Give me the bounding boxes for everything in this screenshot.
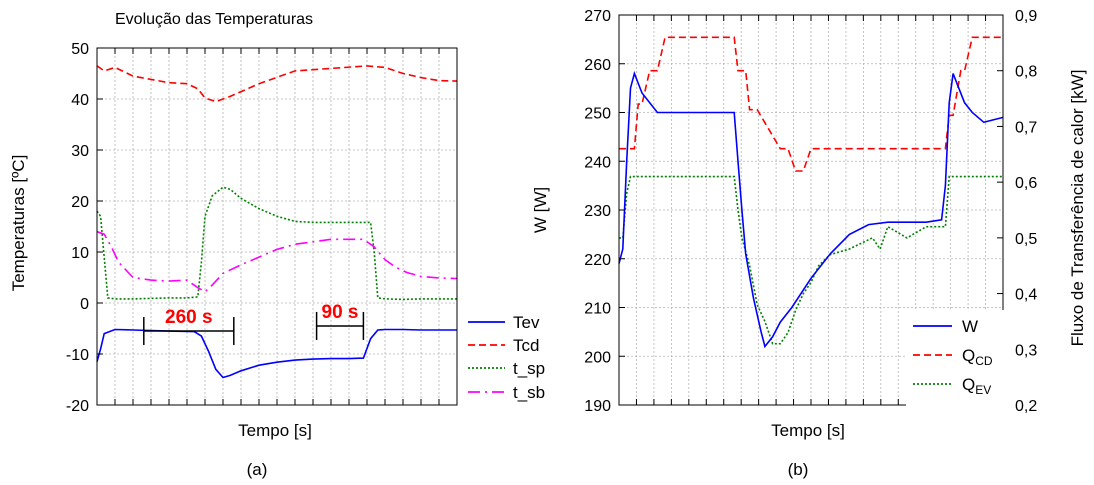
- y-right-tick-label: 0,9: [1015, 8, 1037, 25]
- chart-b-x-axis-label: Tempo [s]: [771, 421, 845, 440]
- y-left-tick-label: 250: [584, 106, 611, 123]
- chart-a-legend: Tev Tcd t_sp t_sb: [468, 313, 545, 402]
- chart-a-grid: [97, 48, 457, 405]
- y-left-tick-label: 240: [584, 154, 611, 171]
- chart-b-legend: W QCD QEV: [906, 310, 1004, 406]
- legend-qcd-label: QCD: [962, 346, 993, 368]
- chart-a-panel-label: (a): [247, 460, 268, 479]
- y-right-tick-label: 0,4: [1015, 287, 1037, 304]
- chart-a-x-axis-label: Tempo [s]: [238, 421, 312, 440]
- y-tick-label: 40: [71, 92, 89, 109]
- y-left-tick-label: 210: [584, 301, 611, 318]
- y-left-tick-label: 230: [584, 203, 611, 220]
- legend-qcd-sub: CD: [975, 354, 993, 368]
- y-left-tick-label: 260: [584, 57, 611, 74]
- chart-b: 190 200 210 220 230 240 250 260 270 0,2 0,3 0,4 0,5 0…: [531, 8, 1087, 479]
- y-left-tick-label: 220: [584, 252, 611, 269]
- series-line-q-cd: [619, 36, 1003, 172]
- legend-tsp-label: t_sp: [513, 359, 545, 378]
- annotation-260s-label: 260 s: [165, 307, 213, 328]
- chart-a-title: Evolução das Temperaturas: [115, 11, 313, 28]
- chart-a-axis-ticks: -20 -10 0 10 20 30 40 50: [66, 41, 458, 415]
- series-line-tsb: [96, 230, 458, 293]
- legend-qev-sub: EV: [975, 383, 991, 397]
- y-left-tick-label: 200: [584, 349, 611, 366]
- y-tick-label: 30: [71, 143, 89, 160]
- y-tick-label: -20: [66, 398, 89, 415]
- chart-b-grid: [619, 15, 1003, 405]
- chart-b-left-y-axis-label: W [W]: [531, 187, 550, 233]
- annotation-90s-label: 90 s: [322, 302, 359, 323]
- y-left-tick-label: 270: [584, 8, 611, 25]
- y-right-tick-label: 0,2: [1015, 398, 1037, 415]
- chart-b-right-y-axis-label: Fluxo de Transferência de calor [kW]: [1068, 70, 1087, 347]
- series-line-tsp: [96, 186, 457, 301]
- y-tick-label: 50: [71, 41, 89, 58]
- legend-qev-label: QEV: [962, 375, 991, 397]
- chart-a-annotations: 260 s 90 s: [143, 302, 365, 346]
- y-left-tick-label: 190: [584, 398, 611, 415]
- y-right-tick-label: 0,7: [1015, 119, 1037, 136]
- series-line-q-ev: [619, 175, 1003, 345]
- chart-b-series: [618, 36, 1004, 349]
- series-line-w: [618, 70, 1004, 349]
- y-tick-label: 20: [71, 194, 89, 211]
- legend-w-label: W: [962, 317, 978, 336]
- legend-tcd-label: Tcd: [513, 336, 539, 355]
- series-line-tcd: [96, 65, 458, 103]
- chart-a-y-axis-label: Temperaturas [ºC]: [9, 155, 28, 292]
- y-tick-label: 0: [80, 296, 89, 313]
- legend-tev-label: Tev: [513, 313, 540, 332]
- legend-qcd-main: Q: [962, 346, 975, 365]
- chart-b-panel-label: (b): [788, 460, 809, 479]
- y-right-tick-label: 0,8: [1015, 64, 1037, 81]
- y-right-tick-label: 0,5: [1015, 231, 1037, 248]
- legend-qev-main: Q: [962, 375, 975, 394]
- y-right-tick-label: 0,3: [1015, 342, 1037, 359]
- y-tick-label: -10: [66, 347, 89, 364]
- chart-a: 260 s 90 s -20 -10 0 10 20 30 40 50 Evolução da…: [9, 11, 545, 479]
- y-tick-label: 10: [71, 245, 89, 262]
- legend-tsb-label: t_sb: [513, 383, 545, 402]
- y-right-tick-label: 0,6: [1015, 175, 1037, 192]
